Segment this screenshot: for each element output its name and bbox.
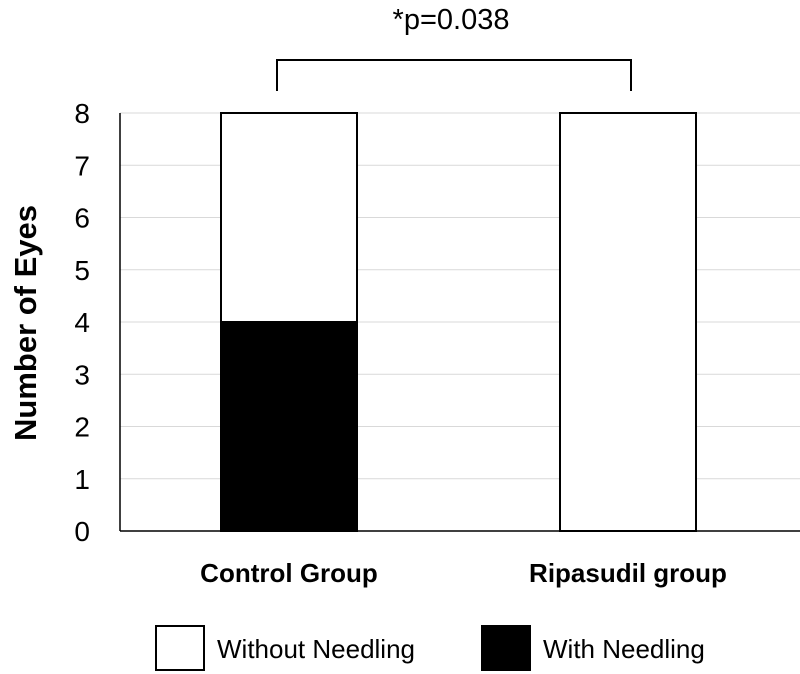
legend-swatch [481,625,531,671]
y-tick-label: 1 [74,464,90,495]
y-tick-label: 2 [74,412,90,443]
y-tick-label: 4 [74,307,90,338]
y-tick-label: 6 [74,203,90,234]
y-tick-labels: 0 1 2 3 4 5 6 7 8 [74,98,90,547]
y-tick-label: 5 [74,255,90,286]
legend-label: With Needling [543,634,705,664]
bars [220,112,697,532]
category-label: Control Group [200,558,378,588]
bracket-line [276,59,632,91]
category-label: Ripasudil group [529,558,727,588]
bar-segment [559,112,697,532]
bar-segment [220,112,358,323]
p-value-label: *p=0.038 [393,4,510,36]
y-tick-label: 0 [74,516,90,547]
significance-bracket: *p=0.038 [276,4,632,91]
y-axis-title: Number of Eyes [8,205,43,441]
y-tick-label: 3 [74,359,90,390]
bar-segment [220,321,358,532]
legend-swatch [155,625,205,671]
y-tick-label: 8 [74,98,90,129]
legend-label: Without Needling [217,634,415,664]
legend: Without Needling With Needling [155,625,705,671]
y-tick-label: 7 [74,150,90,181]
category-labels: Control Group Ripasudil group [200,558,727,588]
